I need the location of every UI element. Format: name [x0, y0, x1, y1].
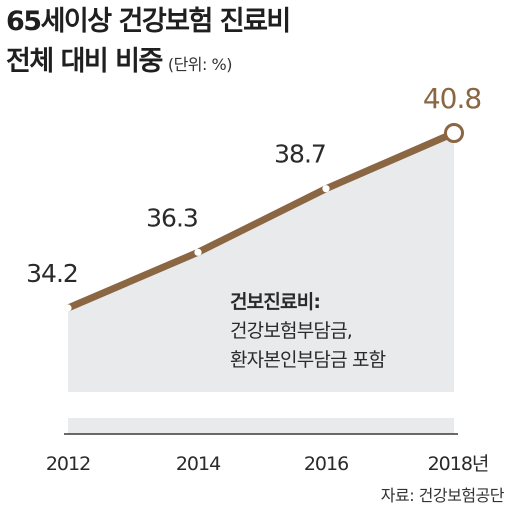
x-tick-label: 2012 — [46, 453, 90, 475]
title-line-2-text: 전체 대비 비중 — [6, 46, 163, 77]
series-line — [64, 129, 458, 312]
data-label: 38.7 — [274, 140, 326, 169]
x-tick-label: 2018년 — [428, 453, 489, 475]
data-point — [64, 304, 72, 312]
area-base-band — [68, 418, 454, 434]
data-point-highlight — [444, 123, 464, 143]
note-title: 건보진료비: — [230, 291, 321, 313]
note-line-1: 건강보험부담금, — [230, 320, 353, 342]
title-line-1: 65세이상 건강보험 진료비 — [6, 6, 291, 37]
area-fill — [68, 133, 454, 392]
data-point — [194, 248, 202, 256]
chart-note: 건보진료비: 건강보험부담금, 환자본인부담금 포함 — [230, 288, 386, 375]
title-line-2: 전체 대비 비중 (단위: %) — [6, 42, 290, 85]
data-label: 36.3 — [146, 203, 198, 232]
note-line-2: 환자본인부담금 포함 — [230, 349, 386, 371]
data-point — [322, 185, 330, 193]
unit-label: (단위: %) — [167, 55, 233, 74]
x-tick-label: 2014 — [176, 453, 221, 475]
source-credit: 자료: 건강보험공단 — [380, 486, 505, 505]
x-tick-label: 2016 — [304, 453, 348, 475]
data-label: 34.2 — [26, 259, 78, 288]
chart-title: 65세이상 건강보험 진료비 전체 대비 비중 (단위: %) — [6, 2, 291, 85]
data-label-highlight: 40.8 — [423, 82, 481, 115]
